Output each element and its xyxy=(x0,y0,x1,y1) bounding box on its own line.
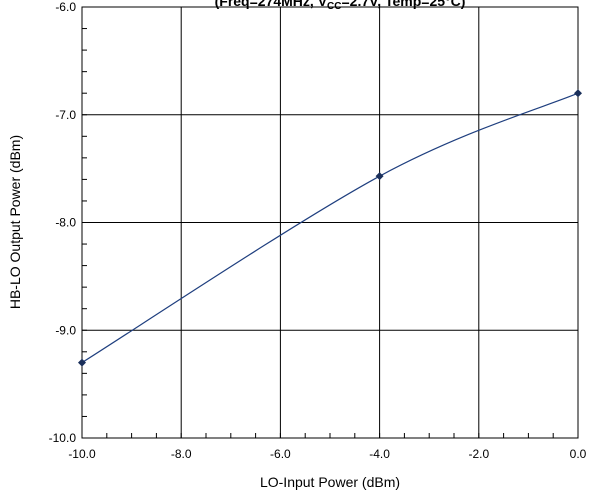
data-point-marker xyxy=(78,358,86,367)
x-tick-label: -2.0 xyxy=(468,447,489,461)
series-group xyxy=(78,89,582,367)
y-tick-label: -9.0 xyxy=(55,323,76,337)
series-line xyxy=(81,92,579,364)
x-axis-title: LO-Input Power (dBm) xyxy=(260,474,400,490)
y-tick-label: -6.0 xyxy=(55,0,76,14)
chart-title: (Freq=274MHz, VCC=2.7V, Temp=25°C) xyxy=(215,0,466,12)
y-tick-label: -10.0 xyxy=(49,431,77,445)
x-tick-label: 0.0 xyxy=(570,447,587,461)
plot-frame xyxy=(81,6,579,439)
x-tick-label: -4.0 xyxy=(369,447,390,461)
y-tick-label: -7.0 xyxy=(55,108,76,122)
data-point-marker xyxy=(375,172,384,181)
data-point-marker xyxy=(574,89,582,98)
x-tick-label: -6.0 xyxy=(270,447,291,461)
minor-ticks xyxy=(81,6,579,439)
y-tick-label: -8.0 xyxy=(55,216,76,230)
y-tick-labels: -10.0 -9.0 -8.0 -7.0 -6.0 xyxy=(49,0,77,445)
x-tick-label: -8.0 xyxy=(171,447,192,461)
grid xyxy=(82,7,578,438)
x-tick-labels: -10.0 -8.0 -6.0 -4.0 -2.0 0.0 xyxy=(68,447,586,461)
x-tick-label: -10.0 xyxy=(68,447,96,461)
y-axis-title: HB-LO Output Power (dBm) xyxy=(7,135,23,309)
